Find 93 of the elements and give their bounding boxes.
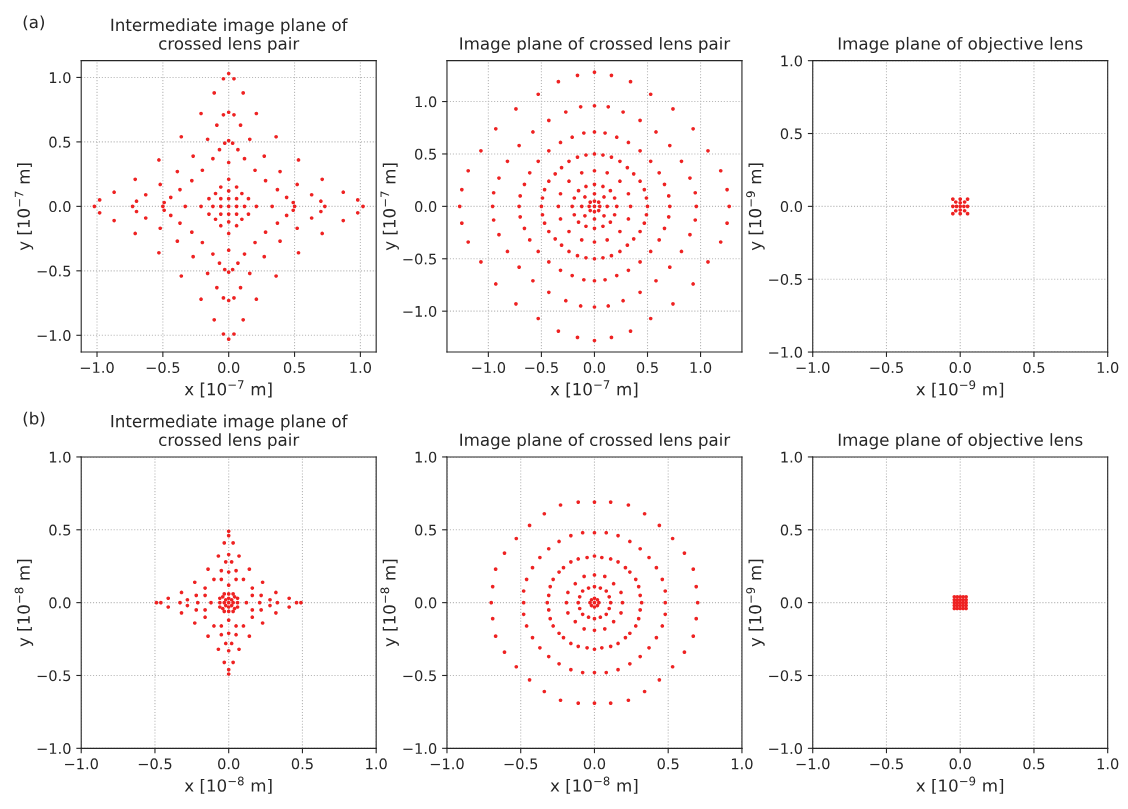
chart-title: Image plane of crossed lens pair xyxy=(460,36,731,54)
x-tick-label: 1.0 xyxy=(366,758,387,770)
y-tick-label: −1.0 xyxy=(37,330,71,342)
x-tick-label: −1.0 xyxy=(430,758,464,770)
x-tick-label: −1.0 xyxy=(80,362,114,374)
chart-title: Image plane of objective lens xyxy=(838,433,1083,450)
x-tick-label: 0.5 xyxy=(636,362,658,374)
x-tick-label: −1.0 xyxy=(796,362,830,374)
y-tick-label: 1.0 xyxy=(415,451,437,463)
y-tick-label: 0.0 xyxy=(49,201,71,213)
point xyxy=(958,208,963,212)
x-tick-label: 1.0 xyxy=(731,758,753,770)
x-tick-label: 0.0 xyxy=(583,362,606,374)
x-tick-label: −0.5 xyxy=(146,362,180,374)
y-tick-label: 1.0 xyxy=(49,72,71,84)
x-tick-label: 1.0 xyxy=(350,362,372,374)
y-tick-label: 0.5 xyxy=(780,524,802,536)
y-tick-label: 1.0 xyxy=(49,451,71,463)
x-tick-label: 0.5 xyxy=(291,758,313,770)
y-tick-label: 0.5 xyxy=(49,136,71,148)
x-tick-label: −1.0 xyxy=(796,758,830,770)
x-axis-title: x [10$^{−9}$ m] xyxy=(916,380,1004,398)
y-tick-label: −0.5 xyxy=(769,273,802,285)
x-tick-label: 0.0 xyxy=(949,758,971,770)
point xyxy=(962,200,967,204)
chart-title: Intermediate image plane of crossed lens pair xyxy=(111,414,348,450)
y-axis-title: y [10$^{−7}$ m] xyxy=(380,163,399,251)
point xyxy=(958,211,963,216)
y-tick-label: 0.0 xyxy=(49,597,71,609)
x-tick-label: −0.5 xyxy=(870,362,903,374)
y-tick-label: 1.0 xyxy=(415,96,437,108)
y-axis-title: y [10$^{−9}$ m] xyxy=(746,163,765,251)
text: (b) xyxy=(23,411,45,427)
x-tick-label: −0.5 xyxy=(525,362,558,374)
point xyxy=(958,200,963,205)
x-tick-label: 0.5 xyxy=(283,362,305,374)
x-tick-label: 0.0 xyxy=(583,758,606,770)
y-tick-label: 0.5 xyxy=(415,148,436,160)
x-axis-title: x [10$^{−8}$ m] xyxy=(550,776,638,794)
x-tick-label: 0.5 xyxy=(657,758,679,770)
y-tick-label: −0.5 xyxy=(403,253,436,265)
x-axis-title: x [10$^{−7}$ m] xyxy=(550,380,638,398)
point xyxy=(958,197,963,201)
x-axis-title: x [10$^{−9}$ m] xyxy=(916,776,1004,794)
x-tick-label: 0.5 xyxy=(1023,362,1045,374)
point xyxy=(953,208,958,213)
y-tick-label: −1.0 xyxy=(37,743,71,755)
point xyxy=(951,211,955,216)
x-tick-label: −0.5 xyxy=(870,758,903,770)
y-tick-label: −1.0 xyxy=(769,743,803,755)
y-tick-label: 0.5 xyxy=(49,524,71,536)
y-tick-label: 0.0 xyxy=(415,597,437,609)
x-tick-label: 0.0 xyxy=(949,362,971,374)
x-tick-label: 0.0 xyxy=(218,362,240,374)
y-axis-title: y [10$^{−8}$ m] xyxy=(380,559,399,647)
y-tick-label: −0.5 xyxy=(37,670,71,682)
y-axis-title: y [10$^{−7}$ m] xyxy=(14,163,34,251)
chart-title: Intermediate image plane of crossed lens pair xyxy=(111,18,348,54)
text: (a) xyxy=(23,15,45,31)
y-tick-label: 0.0 xyxy=(780,597,803,609)
point xyxy=(951,197,955,201)
y-tick-label: 0.5 xyxy=(780,128,802,140)
x-tick-label: −1.0 xyxy=(472,362,506,374)
y-tick-label: −0.5 xyxy=(37,265,71,277)
point xyxy=(951,204,955,209)
x-tick-label: −1.0 xyxy=(65,758,98,770)
x-tick-label: −0.5 xyxy=(138,758,172,770)
x-tick-label: 1.0 xyxy=(690,362,712,374)
y-tick-label: 1.0 xyxy=(781,451,803,463)
x-tick-label: −0.5 xyxy=(504,758,538,770)
y-axis-title: y [10$^{−9}$ m] xyxy=(746,559,765,647)
y-tick-label: −1.0 xyxy=(403,743,437,755)
chart-title: Image plane of crossed lens pair xyxy=(460,433,731,450)
y-tick-label: 0.5 xyxy=(415,524,436,536)
y-tick-label: −0.5 xyxy=(769,670,802,682)
y-tick-label: −1.0 xyxy=(769,346,803,358)
y-tick-label: −0.5 xyxy=(403,670,436,682)
y-axis-title: y [10$^{−8}$ m] xyxy=(14,559,34,647)
point xyxy=(965,197,970,201)
x-tick-label: 0.5 xyxy=(1023,758,1045,770)
point xyxy=(953,200,958,204)
x-axis-title: x [10$^{−7}$ m] xyxy=(184,380,272,398)
y-tick-label: 1.0 xyxy=(781,55,803,67)
x-tick-label: 0.0 xyxy=(218,758,240,770)
y-tick-label: 0.0 xyxy=(415,201,437,213)
y-tick-label: −1.0 xyxy=(403,305,437,317)
point xyxy=(962,204,966,209)
x-tick-label: 1.0 xyxy=(1097,362,1119,374)
y-tick-label: 0.0 xyxy=(780,201,803,213)
x-axis-title: x [10$^{−8}$ m] xyxy=(184,776,272,794)
point xyxy=(958,204,963,209)
x-tick-label: 1.0 xyxy=(1097,758,1119,770)
chart-title: Image plane of objective lens xyxy=(838,36,1083,54)
